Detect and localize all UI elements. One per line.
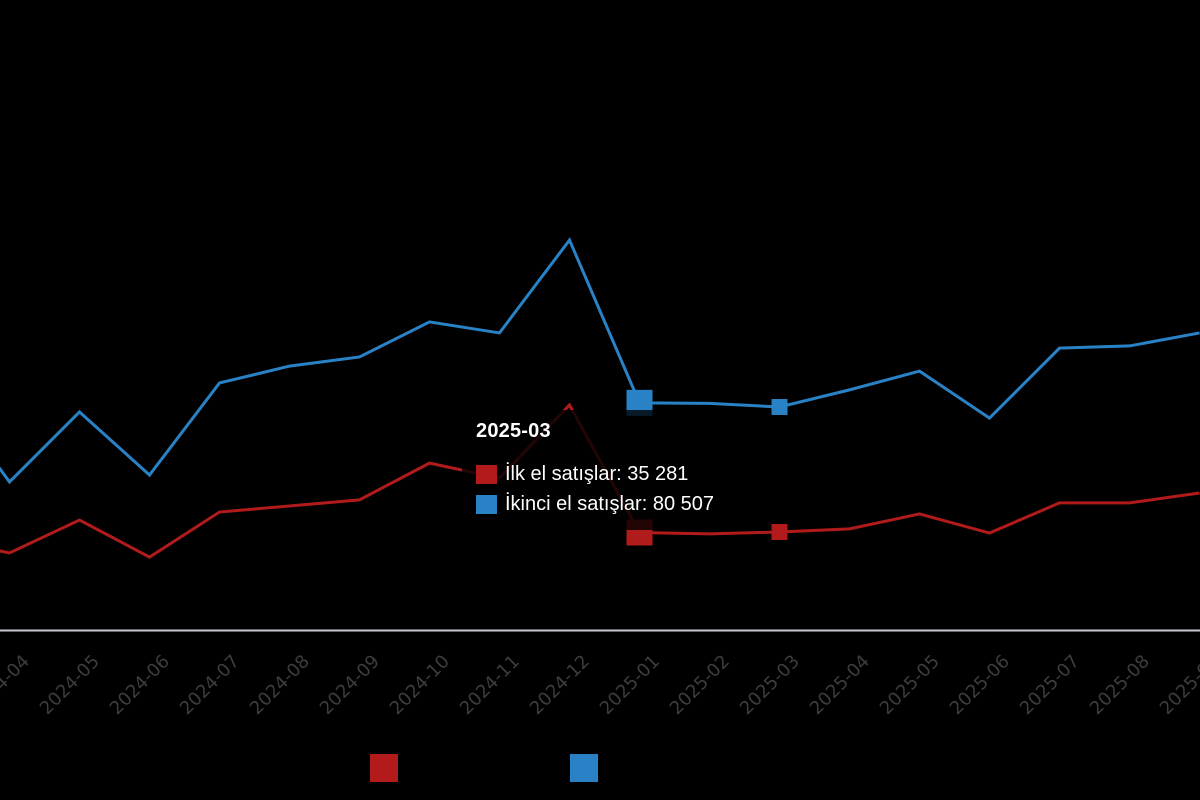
legend-item-second-hand[interactable]: İkinci el satışlar (570, 754, 731, 782)
tooltip-row-second-hand: İkinci el satışlar: 80 507 (476, 489, 748, 519)
tooltip-title: 2025-03 (476, 420, 551, 442)
legend-label-second-hand: İkinci el satışlar (608, 757, 732, 778)
tooltip-swatch-second-hand-icon (476, 494, 497, 514)
legend-item-first-hand[interactable]: İlk el satışlar (370, 754, 508, 782)
legend-swatch-first-hand-icon (370, 754, 398, 782)
series-line-second-hand (0, 237, 1200, 485)
data-point-marker-2025-03-first-hand[interactable] (771, 523, 788, 540)
tooltip-text-first-hand: İlk el satışlar: 35 281 (505, 462, 689, 485)
tooltip-text-second-hand: İkinci el satışlar: 80 507 (505, 492, 714, 515)
tooltip-row-first-hand: İlk el satışlar: 35 281 (476, 459, 748, 489)
tooltip: 2025-03 İlk el satışlar: 35 281 İkinci e… (462, 410, 762, 530)
series-line-first-hand (0, 402, 1200, 559)
tooltip-swatch-first-hand-icon (476, 464, 497, 484)
data-point-marker-2025-03-second-hand[interactable] (771, 398, 788, 415)
legend-label-first-hand: İlk el satışlar (408, 757, 509, 778)
legend-swatch-second-hand-icon (570, 754, 598, 782)
